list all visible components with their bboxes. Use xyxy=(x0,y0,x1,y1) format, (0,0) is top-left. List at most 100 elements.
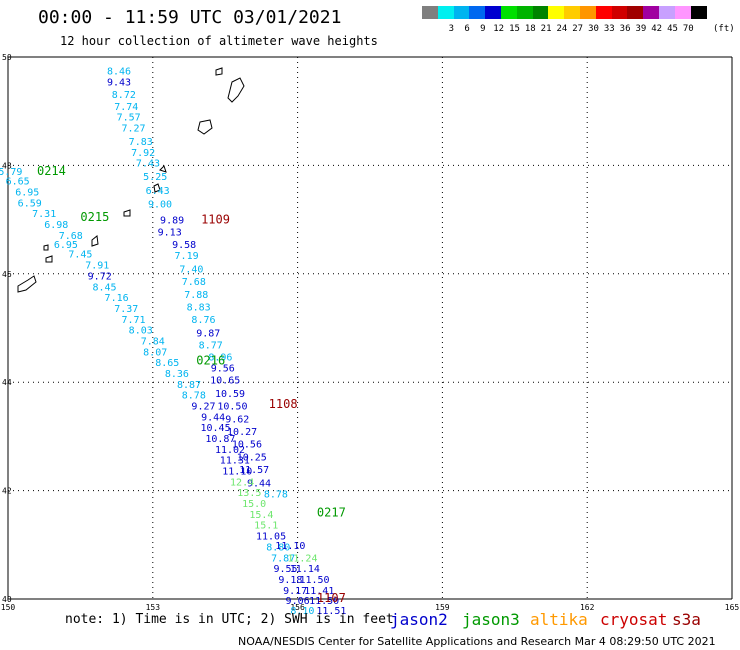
legend-label: 24 xyxy=(556,24,568,34)
lon-tick-label: 150 xyxy=(1,603,16,612)
legend-swatch xyxy=(501,6,517,19)
legend-label: 42 xyxy=(651,24,663,34)
lat-tick-label: 48 xyxy=(2,161,12,170)
legend-label: 15 xyxy=(509,24,520,34)
swh-value-label: 6.59 xyxy=(18,198,42,209)
swh-value-label: 8.80 xyxy=(266,542,290,553)
pass-time-label: 0215 xyxy=(80,210,109,224)
legend-label: 70 xyxy=(682,24,694,34)
lat-lon-grid xyxy=(7,56,733,600)
satellite-jason3: jason3 xyxy=(462,610,520,629)
swh-value-label: 9.62 xyxy=(225,415,249,426)
swh-value-label: 6.95 xyxy=(54,240,78,251)
swh-value-label: 7.68 xyxy=(182,277,206,288)
swh-value-label: 8.45 xyxy=(92,282,116,293)
swh-value-label: 11.51 xyxy=(316,606,346,617)
legend-label: 9 xyxy=(480,24,486,34)
swh-value-label: 9.06 xyxy=(286,596,310,607)
swh-value-label: 10.45 xyxy=(200,423,230,434)
legend-swatch xyxy=(422,6,438,19)
legend-swatch xyxy=(674,6,691,19)
legend-label: 6 xyxy=(464,24,470,34)
swh-value-label: 11.24 xyxy=(287,553,317,564)
swh-value-label: 9.43 xyxy=(107,77,131,88)
lon-tick-label: 159 xyxy=(435,603,450,612)
swh-value-label: 9.17 xyxy=(283,586,307,597)
satellite-altika: altika xyxy=(530,610,588,629)
swh-value-label: 9.13 xyxy=(158,228,182,239)
wave-height-labels: 8.469.43 8.727.747.577.27 7.837.927.43 5.25… xyxy=(0,67,346,617)
legend-swatch xyxy=(611,6,628,19)
swh-value-label: 7.68 xyxy=(59,231,83,242)
swh-value-label: 11.50 xyxy=(309,596,339,607)
swh-value-label: 8.07 xyxy=(143,347,167,358)
swh-value-label: 9.27 xyxy=(191,402,215,413)
legend-label: 3 xyxy=(448,24,454,34)
satellite-cryosat: cryosat xyxy=(600,610,668,629)
pass-time-label: 0214 xyxy=(37,164,66,178)
swh-value-label: 10.25 xyxy=(237,452,267,463)
swh-value-label: 9.00 xyxy=(148,199,172,210)
swh-value-label: 11.57 xyxy=(239,465,269,476)
legend-unit: (ft) xyxy=(713,24,735,34)
swh-value-label: 9.58 xyxy=(172,240,196,251)
swh-value-label: 7.40 xyxy=(179,264,203,275)
swh-value-label: 8.78 xyxy=(182,391,206,402)
swh-value-label: 11.05 xyxy=(256,532,286,543)
swh-value-label: 7.87 xyxy=(271,553,295,564)
legend-label: 12 xyxy=(493,24,505,34)
swh-value-label: 7.88 xyxy=(184,290,208,301)
swh-value-label: 6.43 xyxy=(146,186,170,197)
swh-value-label: 10.27 xyxy=(227,427,257,438)
swh-value-label: 6.98 xyxy=(44,220,68,231)
swh-value-label: 7.45 xyxy=(68,250,92,261)
legend-swatch xyxy=(532,6,549,19)
pass-time-label: 1109 xyxy=(201,213,230,227)
legend-label: 36 xyxy=(619,24,631,34)
note-text: note: 1) Time is in UTC; 2) SWH is in fe… xyxy=(65,612,394,627)
swh-value-label: 7.71 xyxy=(121,315,145,326)
pass-time-label: 1108 xyxy=(269,397,298,411)
swh-value-label: 13.5 xyxy=(237,488,261,499)
swh-value-label: 10.56 xyxy=(232,439,262,450)
swh-value-label: 7.37 xyxy=(114,304,138,315)
swh-value-label: 9.44 xyxy=(247,478,271,489)
swh-value-label: 8.76 xyxy=(191,315,215,326)
swh-value-label: 15.0 xyxy=(242,499,266,510)
swh-value-label: 7.27 xyxy=(121,123,145,134)
swh-value-label: 10.59 xyxy=(215,389,245,400)
lon-tick-label: 162 xyxy=(580,603,595,612)
legend-label: 39 xyxy=(635,24,647,34)
swh-value-label: 5.25 xyxy=(143,172,167,183)
legend-swatch xyxy=(485,6,502,19)
swh-value-label: 7.16 xyxy=(105,293,129,304)
satellite-jason2: jason2 xyxy=(390,610,448,629)
lat-tick-label: 44 xyxy=(2,378,12,387)
pass-time-labels: 0214 0215 1109 0216 1108 0217 1107 xyxy=(37,164,346,605)
swh-value-label: 7.19 xyxy=(175,251,199,262)
legend-swatch xyxy=(548,6,565,19)
swh-value-label: 9.44 xyxy=(201,412,225,423)
legend-label: 33 xyxy=(603,24,615,34)
swh-value-label: 9.87 xyxy=(196,328,220,339)
swh-value-label: 11.50 xyxy=(299,575,329,586)
swh-value-label: 11.14 xyxy=(290,564,320,575)
swh-value-label: 7.84 xyxy=(141,336,165,347)
lat-tick-label: 40 xyxy=(2,595,12,604)
swh-value-label: 7.92 xyxy=(131,148,155,159)
legend-swatch xyxy=(595,6,612,19)
swh-value-label: 11.31 xyxy=(220,456,250,467)
page-title: 00:00 - 11:59 UTC 03/01/2021 xyxy=(38,7,342,28)
swh-value-label: 5.79 xyxy=(0,167,22,178)
swh-value-label: 8.36 xyxy=(165,369,189,380)
swh-value-label: 8.78 xyxy=(264,489,288,500)
legend-swatch xyxy=(659,6,675,19)
lat-tick-label: 50 xyxy=(2,53,12,62)
satellite-s3a: s3a xyxy=(672,610,701,629)
swh-value-label: 8.87 xyxy=(177,380,201,391)
legend-swatch xyxy=(469,6,486,19)
lon-tick-label: 156 xyxy=(290,603,305,612)
swh-value-label: 10.65 xyxy=(210,375,240,386)
legend-swatch xyxy=(627,6,644,19)
